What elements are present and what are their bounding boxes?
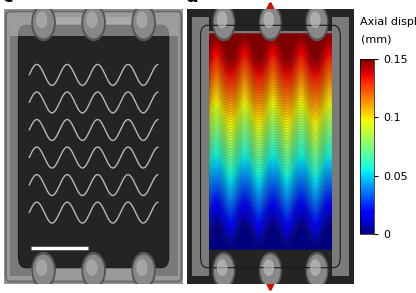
- FancyBboxPatch shape: [189, 11, 352, 282]
- Circle shape: [311, 260, 320, 275]
- Circle shape: [308, 7, 326, 38]
- Bar: [192, 17, 349, 36]
- Circle shape: [261, 255, 280, 286]
- Circle shape: [260, 253, 281, 288]
- Circle shape: [264, 12, 273, 27]
- Bar: [192, 17, 212, 276]
- Circle shape: [213, 5, 235, 40]
- Circle shape: [34, 7, 53, 38]
- Bar: [192, 17, 209, 276]
- Circle shape: [218, 260, 227, 275]
- Circle shape: [218, 260, 227, 275]
- Circle shape: [215, 7, 233, 38]
- Circle shape: [311, 12, 320, 27]
- FancyBboxPatch shape: [201, 25, 340, 268]
- Circle shape: [311, 12, 320, 27]
- Text: c: c: [2, 0, 13, 6]
- Circle shape: [132, 253, 155, 288]
- Bar: [156, 17, 178, 276]
- FancyBboxPatch shape: [6, 11, 181, 282]
- Circle shape: [37, 12, 47, 27]
- Circle shape: [308, 255, 326, 286]
- Circle shape: [213, 253, 235, 288]
- Circle shape: [260, 5, 281, 40]
- Bar: [10, 17, 31, 276]
- Circle shape: [260, 253, 281, 288]
- Circle shape: [218, 12, 227, 27]
- Bar: [332, 17, 349, 276]
- Circle shape: [311, 260, 320, 275]
- Circle shape: [82, 5, 105, 40]
- FancyBboxPatch shape: [18, 25, 169, 268]
- Circle shape: [215, 255, 233, 286]
- Circle shape: [87, 260, 97, 275]
- Text: d: d: [186, 0, 198, 6]
- Circle shape: [264, 260, 273, 275]
- Text: Axial displacements: Axial displacements: [360, 17, 416, 27]
- Circle shape: [134, 7, 154, 38]
- Circle shape: [137, 260, 147, 275]
- Circle shape: [84, 7, 104, 38]
- Circle shape: [308, 7, 326, 38]
- Circle shape: [306, 5, 328, 40]
- Circle shape: [306, 253, 328, 288]
- Circle shape: [87, 12, 97, 27]
- Circle shape: [32, 253, 55, 288]
- Circle shape: [260, 5, 281, 40]
- Circle shape: [308, 255, 326, 286]
- Circle shape: [306, 253, 328, 288]
- Circle shape: [82, 253, 105, 288]
- Circle shape: [264, 12, 273, 27]
- Bar: [329, 17, 349, 276]
- Bar: [10, 17, 178, 36]
- Circle shape: [215, 255, 233, 286]
- Circle shape: [218, 12, 227, 27]
- Circle shape: [306, 5, 328, 40]
- Circle shape: [213, 253, 235, 288]
- Circle shape: [213, 5, 235, 40]
- Circle shape: [134, 255, 154, 286]
- Circle shape: [215, 7, 233, 38]
- Circle shape: [261, 255, 280, 286]
- Text: (mm): (mm): [361, 35, 392, 45]
- Circle shape: [37, 260, 47, 275]
- Circle shape: [137, 12, 147, 27]
- Circle shape: [261, 7, 280, 38]
- Circle shape: [32, 5, 55, 40]
- Circle shape: [261, 7, 280, 38]
- Circle shape: [84, 255, 104, 286]
- Circle shape: [34, 255, 53, 286]
- Circle shape: [132, 5, 155, 40]
- Circle shape: [264, 260, 273, 275]
